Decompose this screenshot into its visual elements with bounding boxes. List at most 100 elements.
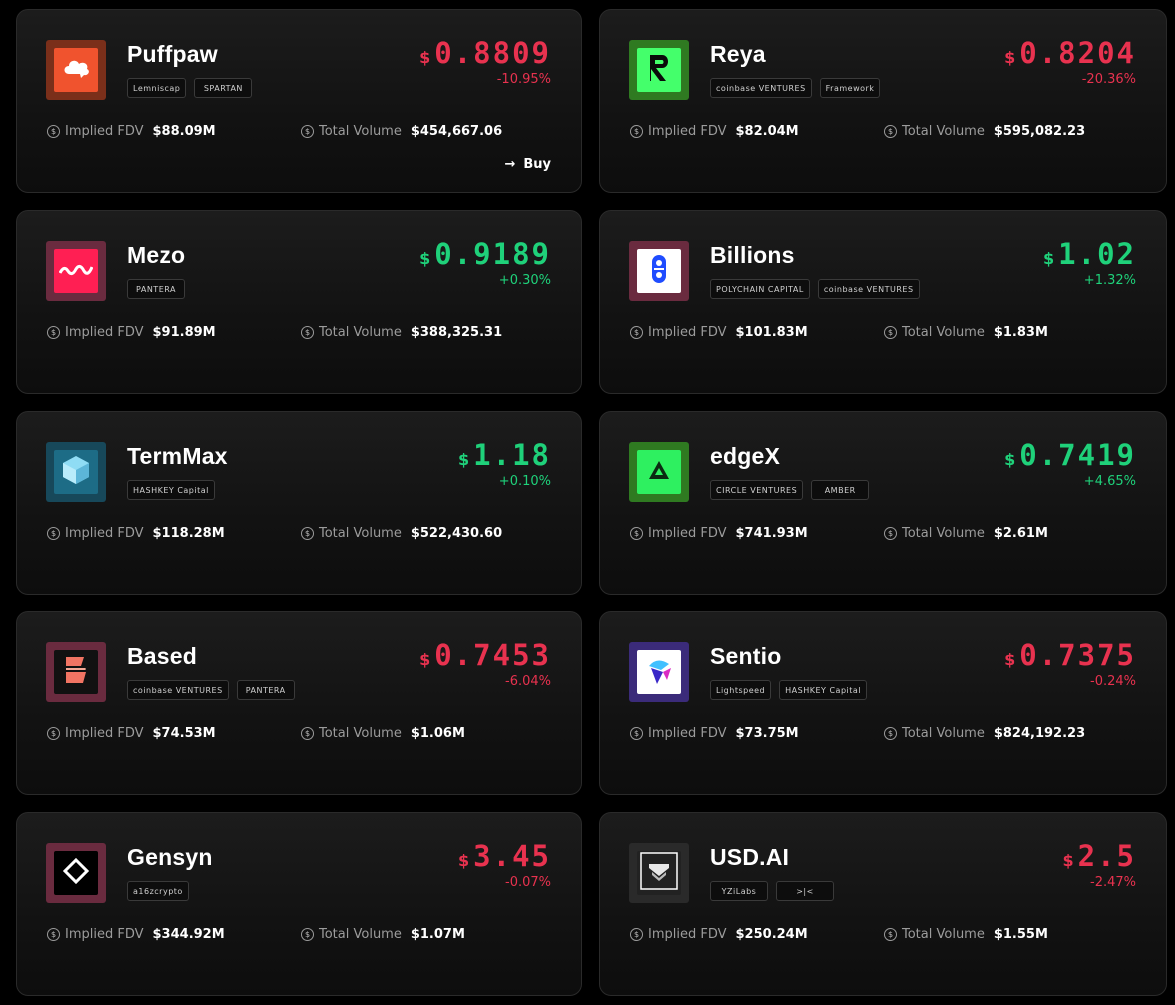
- sentio-icon: [643, 654, 675, 690]
- fdv-label: Implied FDV: [65, 726, 144, 741]
- price-display: $ 0.7419: [1004, 438, 1136, 472]
- currency-symbol: $: [458, 450, 470, 469]
- dollar-coin-icon: $: [47, 527, 60, 540]
- volume-label: Total Volume: [902, 726, 985, 741]
- implied-fdv: $ Implied FDV $118.28M: [47, 526, 225, 541]
- arrow-right-icon: →: [504, 157, 516, 172]
- token-logo: [46, 40, 106, 100]
- price-change: -2.47%: [1090, 875, 1136, 890]
- volume-value: $1.07M: [410, 927, 465, 942]
- implied-fdv: $ Implied FDV $82.04M: [630, 124, 799, 139]
- backer-badge: Framework: [819, 78, 881, 98]
- backer-badge: PANTERA: [127, 279, 185, 299]
- total-volume: $ Total Volume $1.06M: [301, 726, 465, 741]
- fdv-value: $91.89M: [152, 325, 216, 340]
- token-logo: [629, 442, 689, 502]
- currency-symbol: $: [458, 851, 470, 870]
- token-card-termmax[interactable]: TermMax HASHKEY Capital $ 1.18 +0.10% $ …: [16, 411, 582, 595]
- token-card-mezo[interactable]: Mezo PANTERA $ 0.9189 +0.30% $ Implied F…: [16, 210, 582, 394]
- price-display: $ 0.8204: [1004, 36, 1136, 70]
- dollar-coin-icon: $: [630, 928, 643, 941]
- dollar-coin-icon: $: [47, 326, 60, 339]
- implied-fdv: $ Implied FDV $73.75M: [630, 726, 799, 741]
- cloud-icon: [61, 56, 91, 84]
- token-card-reya[interactable]: Reya coinbase VENTURES Framework $ 0.8204…: [599, 9, 1167, 193]
- volume-value: $1.83M: [993, 325, 1048, 340]
- total-volume: $ Total Volume $1.07M: [301, 927, 465, 942]
- implied-fdv: $ Implied FDV $250.24M: [630, 927, 808, 942]
- dollar-coin-icon: $: [47, 125, 60, 138]
- token-name: TermMax: [127, 443, 228, 469]
- token-card-gensyn[interactable]: Gensyn a16zcrypto $ 3.45 -0.07% $ Implie…: [16, 812, 582, 996]
- token-card-edgex[interactable]: edgeX CIRCLE VENTURES AMBER $ 0.7419 +4.6…: [599, 411, 1167, 595]
- fdv-value: $118.28M: [152, 526, 225, 541]
- token-name: Puffpaw: [127, 41, 218, 67]
- volume-value: $824,192.23: [993, 726, 1086, 741]
- total-volume: $ Total Volume $824,192.23: [884, 726, 1085, 741]
- token-price: 0.7419: [1019, 438, 1136, 472]
- backers-list: YZiLabs >|<: [710, 881, 834, 901]
- backers-list: coinbase VENTURES PANTERA: [127, 680, 295, 700]
- fdv-label: Implied FDV: [65, 325, 144, 340]
- buy-label: Buy: [523, 157, 551, 172]
- price-display: $ 0.7453: [419, 638, 551, 672]
- dollar-coin-icon: $: [630, 125, 643, 138]
- implied-fdv: $ Implied FDV $74.53M: [47, 726, 216, 741]
- token-logo: [629, 40, 689, 100]
- fdv-label: Implied FDV: [65, 526, 144, 541]
- price-change: +0.10%: [498, 474, 551, 489]
- dollar-coin-icon: $: [630, 326, 643, 339]
- b-shape-icon: [61, 654, 91, 690]
- backer-badge: coinbase VENTURES: [127, 680, 229, 700]
- implied-fdv: $ Implied FDV $741.93M: [630, 526, 808, 541]
- backers-list: HASHKEY Capital: [127, 480, 215, 500]
- fdv-value: $250.24M: [735, 927, 808, 942]
- fdv-value: $74.53M: [152, 726, 216, 741]
- token-card-sentio[interactable]: Sentio Lightspeed HASHKEY Capital $ 0.737…: [599, 611, 1167, 795]
- volume-label: Total Volume: [319, 325, 402, 340]
- token-logo: [46, 442, 106, 502]
- price-change: +0.30%: [498, 273, 551, 288]
- total-volume: $ Total Volume $595,082.23: [884, 124, 1085, 139]
- buy-button[interactable]: → Buy: [504, 157, 551, 172]
- fdv-label: Implied FDV: [648, 726, 727, 741]
- backer-badge: Lemniscap: [127, 78, 187, 98]
- backer-badge: SPARTAN: [194, 78, 253, 98]
- volume-label: Total Volume: [902, 325, 985, 340]
- backers-list: POLYCHAIN CAPITAL coinbase VENTURES: [710, 279, 920, 299]
- token-card-puffpaw[interactable]: Puffpaw Lemniscap SPARTAN $ 0.8809 -10.95…: [16, 9, 582, 193]
- price-display: $ 3.45: [458, 839, 551, 873]
- total-volume: $ Total Volume $1.83M: [884, 325, 1048, 340]
- token-name: Mezo: [127, 242, 186, 268]
- token-price: 0.8204: [1019, 36, 1136, 70]
- volume-label: Total Volume: [902, 526, 985, 541]
- layers-icon: [640, 852, 678, 894]
- dollar-coin-icon: $: [884, 326, 897, 339]
- token-name: Billions: [710, 242, 795, 268]
- price-display: $ 2.5: [1062, 839, 1136, 873]
- dollar-coin-icon: $: [301, 527, 314, 540]
- token-price: 3.45: [473, 839, 551, 873]
- token-logo: [629, 843, 689, 903]
- token-card-usdai[interactable]: USD.AI YZiLabs >|< $ 2.5 -2.47% $ Implied…: [599, 812, 1167, 996]
- currency-symbol: $: [419, 650, 431, 669]
- volume-label: Total Volume: [319, 927, 402, 942]
- volume-value: $595,082.23: [993, 124, 1086, 139]
- price-display: $ 0.9189: [419, 237, 551, 271]
- token-price: 0.9189: [434, 237, 551, 271]
- fdv-value: $741.93M: [735, 526, 808, 541]
- token-price: 1.18: [473, 438, 551, 472]
- token-price: 0.7375: [1019, 638, 1136, 672]
- currency-symbol: $: [419, 249, 431, 268]
- total-volume: $ Total Volume $522,430.60: [301, 526, 502, 541]
- dollar-coin-icon: $: [301, 125, 314, 138]
- total-volume: $ Total Volume $388,325.31: [301, 325, 502, 340]
- backer-badge: YZiLabs: [710, 881, 768, 901]
- dollar-coin-icon: $: [630, 527, 643, 540]
- dollar-coin-icon: $: [301, 928, 314, 941]
- wave-icon: [58, 262, 94, 281]
- token-name: Sentio: [710, 643, 782, 669]
- token-card-billions[interactable]: Billions POLYCHAIN CAPITAL coinbase VENTU…: [599, 210, 1167, 394]
- token-card-based[interactable]: Based coinbase VENTURES PANTERA $ 0.7453 …: [16, 611, 582, 795]
